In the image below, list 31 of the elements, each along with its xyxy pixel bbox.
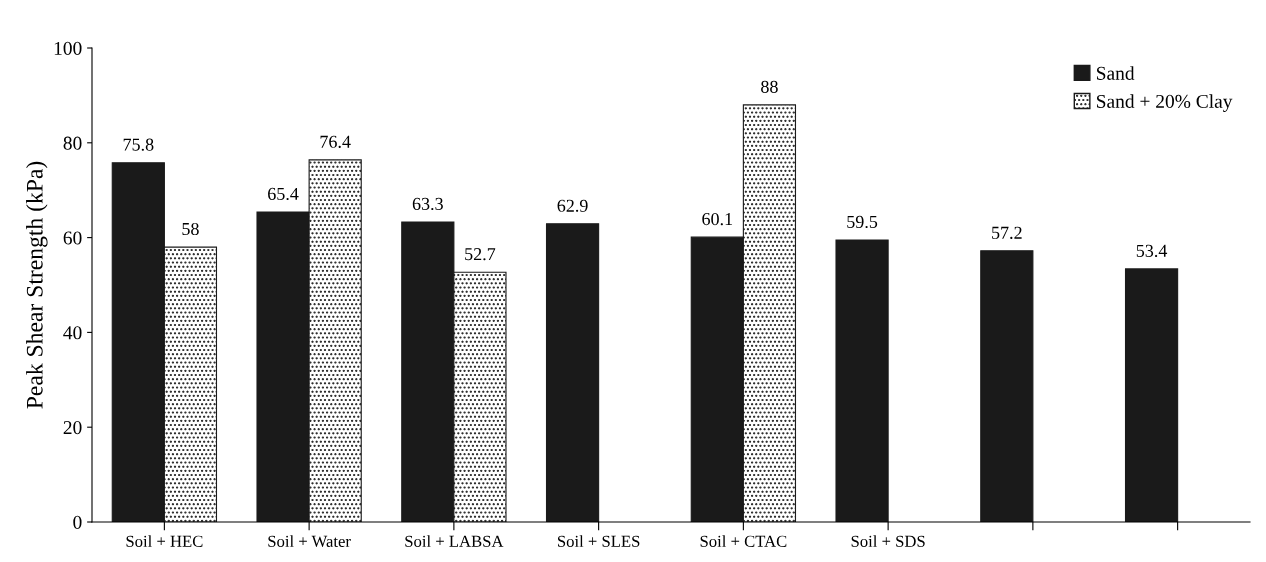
data-label: 62.9 bbox=[557, 199, 588, 212]
legend-label: Sand + 20% Clay bbox=[1097, 94, 1233, 112]
legend-label: Sand bbox=[1097, 66, 1135, 80]
data-label: 59.5 bbox=[847, 215, 878, 229]
data-label: 60.1 bbox=[702, 212, 733, 226]
x-tick-label: Soil + SDS bbox=[851, 535, 925, 547]
y-axis-title: Peak Shear Strength (kPa) bbox=[26, 161, 48, 409]
bar bbox=[1124, 268, 1179, 522]
data-label: 75.8 bbox=[123, 138, 154, 151]
x-tick-label: Soil + HEC bbox=[126, 535, 203, 547]
data-label: 63.3 bbox=[412, 197, 443, 211]
data-label: 57.2 bbox=[992, 226, 1022, 239]
x-tick-label: Soil + SLES bbox=[557, 535, 640, 547]
y-tick-label: 20 bbox=[63, 421, 82, 435]
data-label: 76.4 bbox=[320, 135, 351, 148]
y-tick-label: 60 bbox=[63, 231, 82, 245]
data-label: 53.4 bbox=[1136, 244, 1168, 257]
x-tick-label: Soil + LABSA bbox=[405, 535, 504, 547]
x-tick-label: Soil + CTAC bbox=[700, 535, 787, 547]
y-tick-label: 100 bbox=[54, 41, 82, 55]
data-label: 65.4 bbox=[268, 187, 299, 201]
y-tick-label: 0 bbox=[73, 515, 82, 529]
bar bbox=[835, 239, 889, 522]
data-label: 52.7 bbox=[465, 248, 496, 261]
data-label: 58 bbox=[182, 222, 199, 236]
data-label: 88 bbox=[761, 80, 778, 93]
x-tick-label: Soil + Water bbox=[268, 535, 351, 548]
y-tick-label: 40 bbox=[63, 326, 82, 340]
bar bbox=[545, 223, 600, 522]
bar bbox=[980, 250, 1034, 522]
y-tick-label: 80 bbox=[63, 136, 82, 150]
